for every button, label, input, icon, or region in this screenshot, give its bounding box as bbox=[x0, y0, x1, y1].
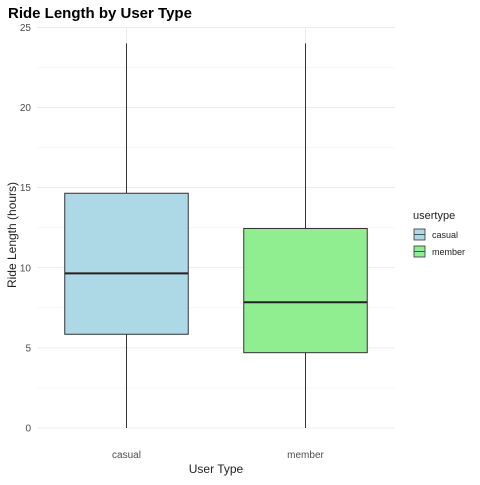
box-member bbox=[243, 228, 368, 354]
x-tick-label: casual bbox=[112, 450, 141, 461]
y-tick-label: 20 bbox=[20, 103, 32, 114]
plot-panel: 0 5 10 15 20 25 casual member bbox=[20, 23, 395, 461]
y-tick-label: 0 bbox=[25, 424, 31, 435]
x-tick-label: member bbox=[287, 450, 324, 461]
chart-title: Ride Length by User Type bbox=[8, 5, 192, 22]
x-axis-label: User Type bbox=[189, 462, 244, 476]
box-casual bbox=[64, 192, 189, 335]
y-tick-label: 15 bbox=[20, 183, 32, 194]
legend-title: usertype bbox=[413, 210, 455, 222]
legend-label: member bbox=[432, 247, 465, 257]
legend-label: casual bbox=[432, 230, 458, 240]
y-tick-label: 25 bbox=[20, 23, 32, 34]
legend: casual member bbox=[413, 228, 465, 258]
y-tick-label: 10 bbox=[20, 263, 32, 274]
y-tick-label: 5 bbox=[25, 343, 31, 354]
y-axis-label: Ride Length (hours) bbox=[5, 182, 19, 288]
